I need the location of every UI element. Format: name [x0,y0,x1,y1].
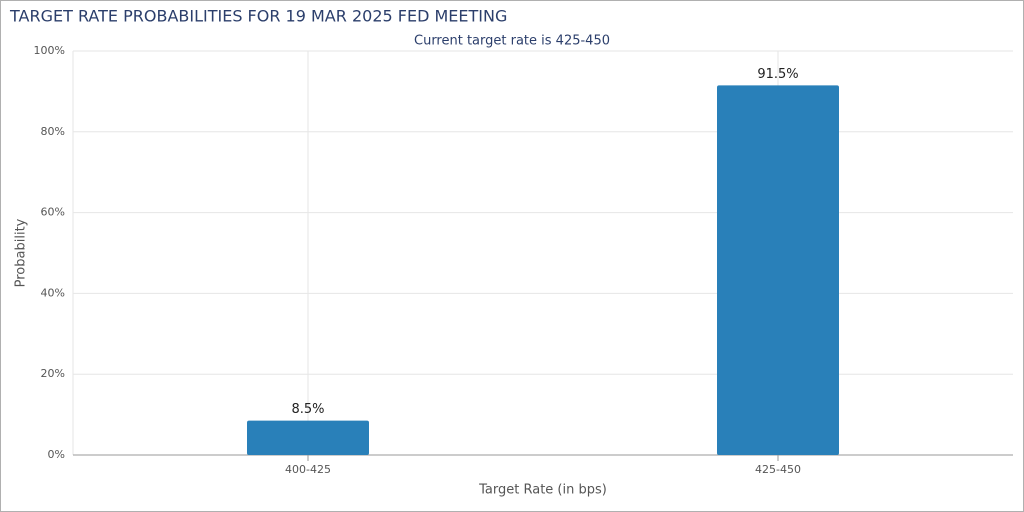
y-tick-label: 20% [41,367,65,380]
data-label: 91.5% [757,67,798,82]
y-tick-label: 0% [48,448,65,461]
x-axis-title: Target Rate (in bps) [478,483,607,498]
y-tick-label: 60% [41,206,65,219]
chart-subtitle: Current target rate is 425-450 [414,34,610,49]
y-axis-title: Probability [14,218,29,287]
y-tick-label: 100% [34,44,65,57]
x-tick-label: 400-425 [285,463,331,476]
data-label: 8.5% [291,402,324,417]
chart-title: TARGET RATE PROBABILITIES FOR 19 MAR 202… [9,7,507,26]
bar [717,85,839,455]
y-tick-label: 40% [41,286,65,299]
bar [247,420,369,455]
x-tick-label: 425-450 [755,463,801,476]
y-tick-label: 80% [41,125,65,138]
